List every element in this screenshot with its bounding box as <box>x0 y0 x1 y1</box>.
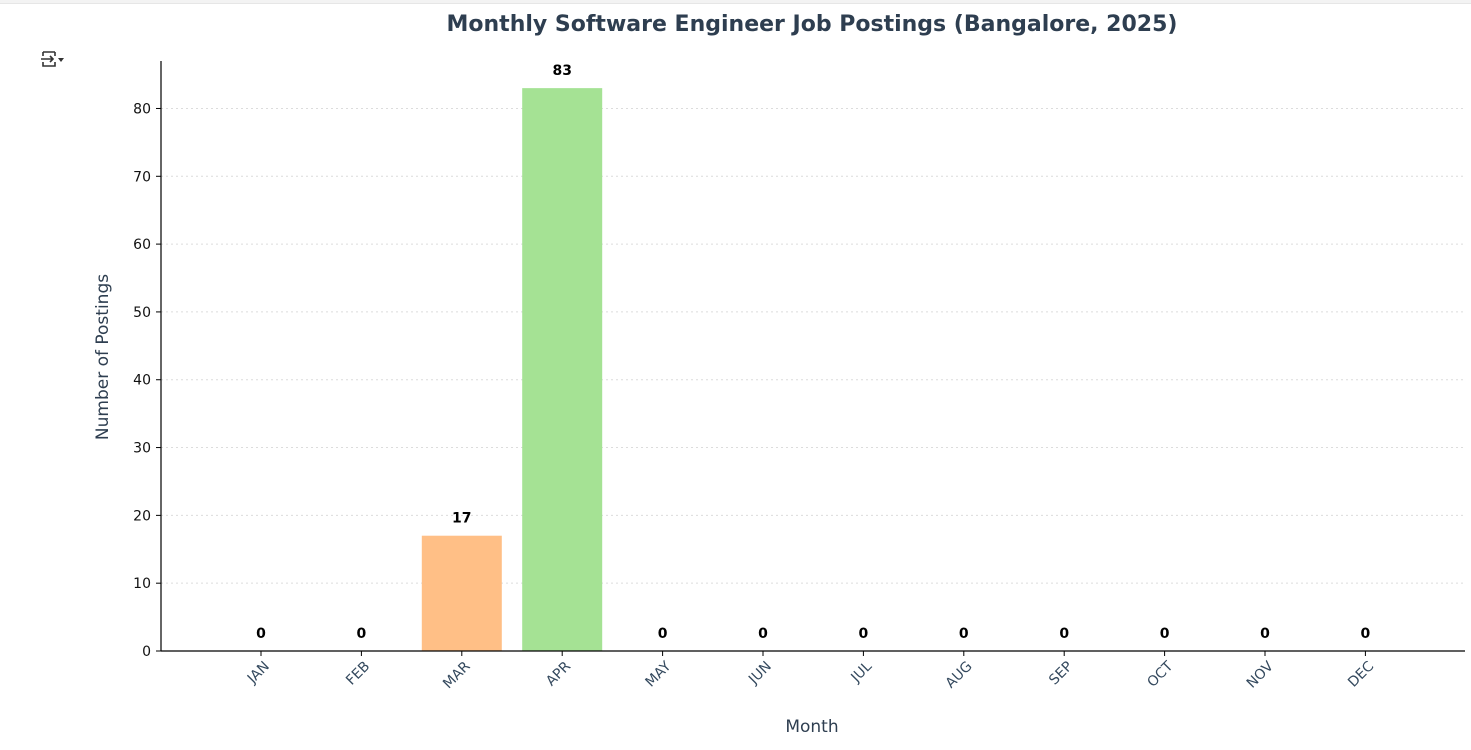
top-scroll-strip <box>0 0 1471 4</box>
data-label-dec: 0 <box>1361 626 1371 642</box>
data-label-feb: 0 <box>357 626 367 642</box>
y-tick-label: 50 <box>133 305 151 321</box>
data-label-jan: 0 <box>256 626 266 642</box>
x-tick-label-nov: NOV <box>1244 658 1277 691</box>
x-tick-label-mar: MAR <box>440 658 474 692</box>
y-tick-label: 40 <box>133 373 151 389</box>
output-actions-icon[interactable] <box>38 49 68 73</box>
bars <box>421 88 603 651</box>
data-label-may: 0 <box>658 626 668 642</box>
x-tick-label-apr: APR <box>543 658 574 689</box>
data-label-oct: 0 <box>1160 626 1170 642</box>
x-axis-ticks: JAN FEB MAR APR MAY JUN JUL AUG SEP OCT NOV DEC <box>244 651 1377 692</box>
y-tick-label: 0 <box>142 644 151 660</box>
y-axis-ticks: 0 10 20 30 40 50 60 70 80 <box>133 101 161 660</box>
bar-mar <box>421 535 502 651</box>
x-tick-label-feb: FEB <box>343 659 373 689</box>
y-tick-label: 80 <box>133 101 151 117</box>
data-label-jul: 0 <box>859 626 869 642</box>
x-tick-label-jun: JUN <box>745 659 775 689</box>
grid-lines <box>161 107 1465 584</box>
x-tick-label-dec: DEC <box>1345 658 1377 690</box>
y-tick-label: 60 <box>133 237 151 253</box>
data-labels: 0 0 17 83 0 0 0 0 0 0 0 0 <box>256 63 1370 642</box>
y-tick-label: 70 <box>133 169 151 185</box>
x-tick-label-aug: AUG <box>943 659 976 692</box>
x-axis-label: Month <box>785 717 838 737</box>
data-label-jun: 0 <box>758 626 768 642</box>
x-tick-label-jan: JAN <box>244 659 273 688</box>
data-label-aug: 0 <box>959 626 969 642</box>
y-tick-label: 10 <box>133 576 151 592</box>
bar-apr <box>522 88 603 651</box>
x-tick-label-may: MAY <box>643 658 675 690</box>
x-tick-label-sep: SEP <box>1046 659 1076 689</box>
y-axis-label: Number of Postings <box>93 274 113 440</box>
x-tick-label-oct: OCT <box>1144 658 1176 690</box>
data-label-mar: 17 <box>452 511 471 527</box>
y-tick-label: 30 <box>133 441 151 457</box>
data-label-apr: 83 <box>552 63 571 79</box>
data-label-nov: 0 <box>1260 626 1270 642</box>
data-label-sep: 0 <box>1059 626 1069 642</box>
x-tick-label-jul: JUL <box>848 658 876 686</box>
y-tick-label: 20 <box>133 508 151 524</box>
chart-title: Monthly Software Engineer Job Postings (… <box>447 12 1178 37</box>
